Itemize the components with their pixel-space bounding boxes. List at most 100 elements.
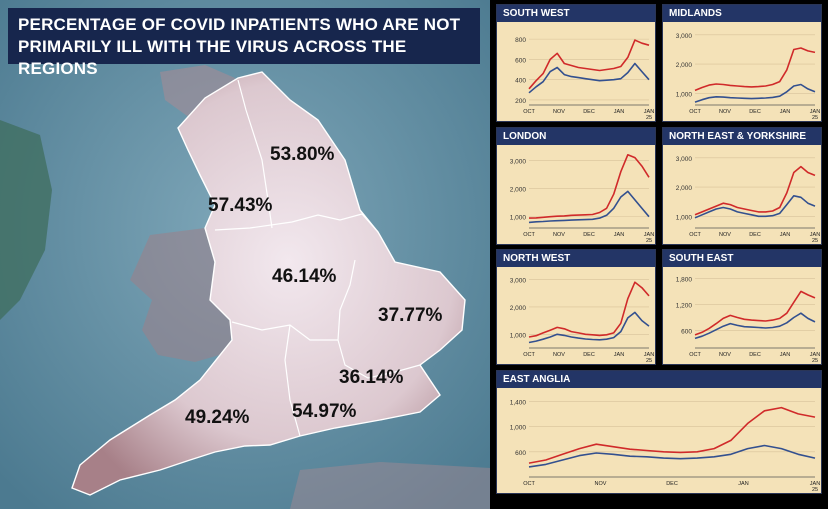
x-tick-label: OCT — [523, 481, 535, 487]
y-tick-label: 1,000 — [510, 215, 527, 222]
chart-panel-title: SOUTH EAST — [663, 250, 821, 267]
x-tick-label-line: 25 — [646, 238, 652, 244]
series-line-red — [528, 406, 816, 464]
x-tick-label: JAN — [780, 352, 790, 358]
y-tick-label: 600 — [515, 450, 526, 457]
x-tick-label: OCT — [689, 232, 701, 238]
x-tick-label: NOV — [719, 109, 731, 115]
x-tick-label: NOV — [553, 352, 565, 358]
pct-south-east: 54.97% — [292, 401, 357, 422]
chart-panel-title: SOUTH WEST — [497, 5, 655, 22]
x-tick-label: OCT — [523, 352, 535, 358]
x-tick-label: JAN — [780, 109, 790, 115]
y-tick-label: 1,400 — [510, 399, 527, 406]
x-tick-label: OCT — [689, 352, 701, 358]
series-line-red — [694, 165, 816, 216]
y-tick-label: 3,000 — [510, 277, 527, 284]
y-tick-label: 800 — [515, 37, 526, 44]
chart-panel-south-west: 200 400 600 800 OCT NOV DEC JAN JAN 25 SOUTH WEST — [496, 4, 656, 122]
england-map — [0, 0, 490, 509]
x-tick-label: JAN — [780, 232, 790, 238]
x-tick-label: OCT — [523, 109, 535, 115]
x-tick-label: JAN — [614, 352, 624, 358]
y-tick-label: 1,000 — [510, 425, 527, 432]
x-tick-label: JAN 25 — [810, 232, 820, 244]
y-tick-label: 1,000 — [676, 214, 693, 221]
y-tick-label: 2,000 — [676, 62, 693, 69]
england-landmass — [71, 71, 466, 496]
pct-midlands: 46.14% — [272, 266, 337, 287]
x-tick-label: DEC — [583, 352, 595, 358]
x-tick-label-line: 25 — [646, 115, 652, 121]
x-tick-label: DEC — [583, 232, 595, 238]
y-tick-label: 1,000 — [510, 332, 527, 339]
y-tick-label: 2,000 — [510, 187, 527, 194]
x-tick-label: JAN 25 — [644, 109, 654, 121]
chart-panel-title: EAST ANGLIA — [497, 371, 821, 388]
x-tick-label: JAN 25 — [644, 232, 654, 244]
chart-panel-title: NORTH EAST & YORKSHIRE — [663, 128, 821, 145]
series-line-red — [694, 290, 816, 336]
y-tick-label: 400 — [515, 78, 526, 85]
y-tick-label: 2,000 — [676, 185, 693, 192]
x-tick-label: DEC — [666, 481, 678, 487]
x-tick-label: JAN — [738, 481, 748, 487]
y-tick-label: 1,200 — [676, 302, 693, 309]
y-tick-label: 3,000 — [676, 156, 693, 163]
x-tick-label: JAN — [614, 109, 624, 115]
series-line-red — [528, 39, 650, 90]
chart-panel-south-east: 600 1,200 1,800 OCT NOV DEC JAN JAN 25 SOUTH EAST — [662, 249, 822, 365]
pct-north-west: 57.43% — [208, 195, 273, 216]
x-tick-label: NOV — [719, 232, 731, 238]
chart-title: PERCENTAGE OF COVID INPATIENTS WHO ARE N… — [8, 8, 480, 78]
series-line-blue — [528, 62, 650, 94]
pct-london: 36.14% — [339, 367, 404, 388]
x-tick-label-line: JAN — [810, 481, 820, 487]
pct-east-anglia: 37.77% — [378, 305, 443, 326]
chart-panel-north-west: 1,000 2,000 3,000 OCT NOV DEC JAN JAN 25 NORTH WE… — [496, 249, 656, 365]
y-tick-label: 1,800 — [676, 276, 693, 283]
y-tick-label: 200 — [515, 98, 526, 105]
y-tick-label: 600 — [681, 329, 692, 336]
series-line-blue — [694, 195, 816, 219]
x-tick-label-line: JAN — [810, 352, 820, 358]
x-tick-label-line: 25 — [812, 238, 818, 244]
x-tick-label-line: JAN — [644, 109, 654, 115]
chart-panel-midlands: 1,000 2,000 3,000 OCT NOV DEC JAN JAN 25 MIDLANDS — [662, 4, 822, 122]
x-tick-label: OCT — [689, 109, 701, 115]
pct-north-east-yorkshire: 53.80% — [270, 144, 335, 165]
x-tick-label: JAN 25 — [644, 352, 654, 364]
series-line-red — [528, 281, 650, 338]
x-tick-label: DEC — [583, 109, 595, 115]
chart-panel-london: 1,000 2,000 3,000 OCT NOV DEC JAN JAN 25 LONDON — [496, 127, 656, 245]
x-tick-label-line: JAN — [644, 352, 654, 358]
x-tick-label: NOV — [719, 352, 731, 358]
series-line-red — [528, 153, 650, 219]
x-tick-label: NOV — [553, 232, 565, 238]
chart-panel-north-east-yorkshire: 1,000 2,000 3,000 OCT NOV DEC JAN JAN 25 NORTH EA… — [662, 127, 822, 245]
series-line-blue — [528, 311, 650, 344]
series-line-blue — [528, 444, 816, 468]
x-tick-label-line: 25 — [646, 358, 652, 364]
ireland-landmass — [0, 120, 52, 320]
chart-panel-title: MIDLANDS — [663, 5, 821, 22]
y-tick-label: 600 — [515, 57, 526, 64]
y-tick-label: 2,000 — [510, 305, 527, 312]
x-tick-label-line: JAN — [810, 109, 820, 115]
chart-panel-title: LONDON — [497, 128, 655, 145]
x-tick-label: JAN 25 — [810, 109, 820, 121]
y-tick-label: 3,000 — [676, 33, 693, 40]
x-tick-label-line: JAN — [644, 232, 654, 238]
series-line-blue — [694, 312, 816, 340]
region-borders — [214, 79, 421, 437]
chart-panel-title: NORTH WEST — [497, 250, 655, 267]
series-line-blue — [528, 190, 650, 224]
x-tick-label: DEC — [749, 352, 761, 358]
